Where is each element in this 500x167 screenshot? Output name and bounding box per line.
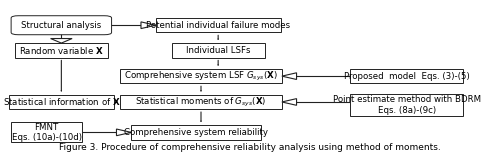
FancyBboxPatch shape bbox=[120, 95, 282, 109]
Text: Random variable $\mathbf{X}$: Random variable $\mathbf{X}$ bbox=[19, 45, 103, 56]
FancyBboxPatch shape bbox=[8, 95, 114, 109]
Text: Structural analysis: Structural analysis bbox=[21, 21, 102, 30]
Polygon shape bbox=[116, 129, 131, 136]
Text: Figure 3. Procedure of comprehensive reliability analysis using method of moment: Figure 3. Procedure of comprehensive rel… bbox=[59, 143, 441, 152]
Polygon shape bbox=[282, 99, 296, 105]
FancyBboxPatch shape bbox=[156, 18, 280, 32]
FancyBboxPatch shape bbox=[350, 69, 463, 83]
Text: Point estimate method with BDRM
Eqs. (8a)-(9c): Point estimate method with BDRM Eqs. (8a… bbox=[332, 95, 481, 115]
Text: Statistical information of $\mathbf{X}$: Statistical information of $\mathbf{X}$ bbox=[2, 97, 120, 108]
Text: Comprehensive system reliability: Comprehensive system reliability bbox=[124, 128, 268, 137]
FancyBboxPatch shape bbox=[131, 125, 261, 140]
FancyBboxPatch shape bbox=[15, 43, 108, 57]
Text: Comprehensive system LSF $G_{sys}(\mathbf{X})$: Comprehensive system LSF $G_{sys}(\mathb… bbox=[124, 70, 278, 83]
Text: Individual LSFs: Individual LSFs bbox=[186, 46, 250, 55]
Text: FMNT
Eqs. (10a)-(10d): FMNT Eqs. (10a)-(10d) bbox=[12, 123, 82, 142]
FancyBboxPatch shape bbox=[350, 94, 463, 116]
FancyBboxPatch shape bbox=[11, 16, 112, 35]
Text: Potential individual failure modes: Potential individual failure modes bbox=[146, 21, 290, 30]
FancyBboxPatch shape bbox=[120, 69, 282, 83]
Polygon shape bbox=[50, 39, 72, 43]
Text: Statistical moments of $G_{sys}(\mathbf{X})$: Statistical moments of $G_{sys}(\mathbf{… bbox=[136, 95, 266, 109]
FancyBboxPatch shape bbox=[172, 43, 264, 57]
Polygon shape bbox=[282, 73, 296, 79]
Polygon shape bbox=[141, 22, 156, 29]
Text: Proposed  model  Eqs. (3)-(5): Proposed model Eqs. (3)-(5) bbox=[344, 72, 470, 81]
FancyBboxPatch shape bbox=[11, 122, 82, 142]
